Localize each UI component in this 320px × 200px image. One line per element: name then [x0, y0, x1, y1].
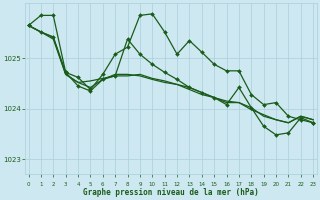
X-axis label: Graphe pression niveau de la mer (hPa): Graphe pression niveau de la mer (hPa): [83, 188, 259, 197]
